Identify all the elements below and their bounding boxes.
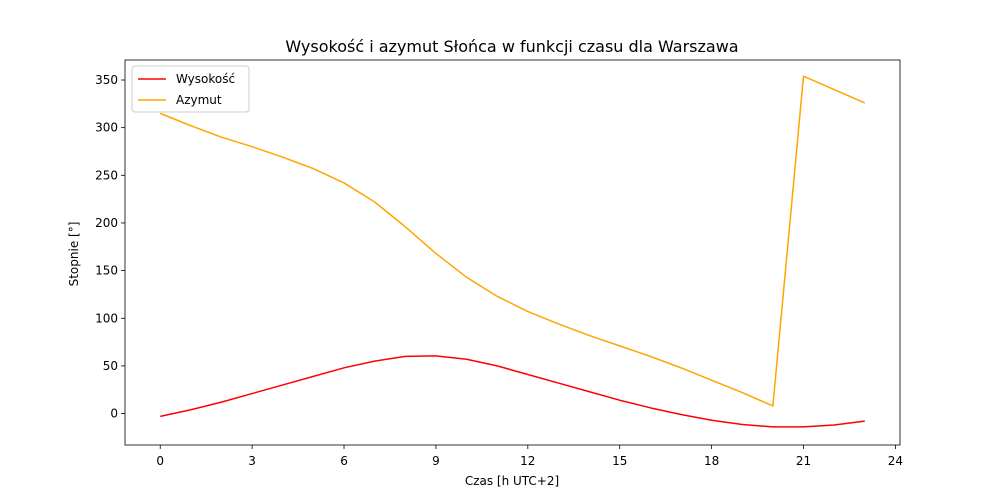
y-tick-label: 250 <box>95 168 118 182</box>
x-tick-label: 15 <box>612 454 627 468</box>
y-tick-label: 150 <box>95 264 118 278</box>
plot-area: 0 3 6 9 12 15 18 21 24 0 50 100 150 200 250 300 350 <box>95 59 903 468</box>
legend-label-2: Azymut <box>176 93 222 107</box>
chart-title: Wysokość i azymut Słońca w funkcji czasu… <box>285 37 738 56</box>
x-tick-label: 3 <box>248 454 256 468</box>
x-tick-label: 18 <box>704 454 719 468</box>
x-tick-label: 0 <box>156 454 164 468</box>
y-tick-label: 0 <box>110 407 118 421</box>
y-tick-label: 50 <box>103 359 118 373</box>
x-tick-label: 21 <box>796 454 811 468</box>
x-tick-label: 24 <box>888 454 903 468</box>
x-tick-label: 12 <box>520 454 535 468</box>
legend: Wysokość Azymut <box>131 65 250 113</box>
axes-frame <box>124 59 901 446</box>
series-line-2 <box>159 75 866 407</box>
x-tick-label: 9 <box>432 454 440 468</box>
y-tick-label: 200 <box>95 216 118 230</box>
x-axis-label: Czas [h UTC+2] <box>465 474 559 488</box>
series-line-1 <box>160 355 865 428</box>
y-tick-label: 300 <box>95 121 118 135</box>
legend-label-1: Wysokość <box>176 72 235 86</box>
x-tick-label: 6 <box>340 454 348 468</box>
y-tick-label: 350 <box>95 73 118 87</box>
y-axis-label: Stopnie [°] <box>67 222 81 287</box>
y-tick-label: 100 <box>95 311 118 325</box>
